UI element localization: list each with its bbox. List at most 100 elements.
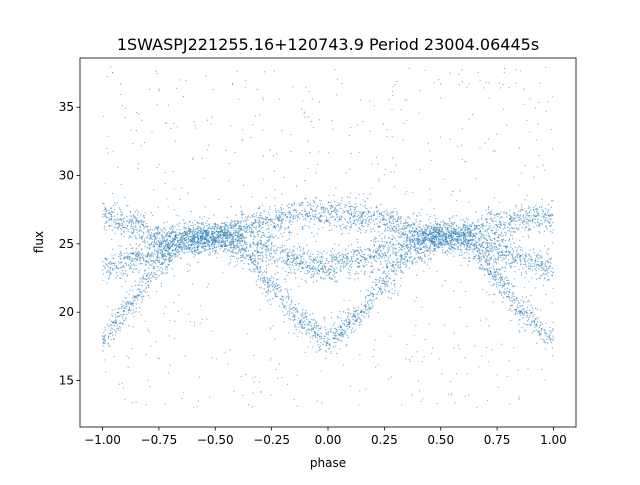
data-point xyxy=(403,248,406,250)
chart-title: 1SWASPJ221255.16+120743.9 Period 23004.0… xyxy=(117,35,539,54)
data-point xyxy=(394,231,396,233)
data-point xyxy=(382,244,384,246)
data-point xyxy=(506,254,508,257)
data-point xyxy=(457,226,460,228)
data-point xyxy=(502,234,505,237)
data-point xyxy=(119,251,122,253)
data-point xyxy=(189,240,191,243)
data-point xyxy=(290,252,293,254)
data-point xyxy=(425,243,427,245)
data-point xyxy=(334,200,336,203)
data-point xyxy=(356,257,359,260)
data-point xyxy=(189,246,192,249)
data-point xyxy=(184,239,187,242)
data-point xyxy=(334,256,336,258)
data-point xyxy=(365,219,367,221)
data-point xyxy=(421,251,423,254)
data-point xyxy=(289,216,292,218)
data-point xyxy=(132,268,135,271)
data-point xyxy=(147,260,149,262)
data-point xyxy=(154,249,156,251)
data-point xyxy=(335,256,338,259)
data-point xyxy=(349,272,351,274)
data-point xyxy=(279,228,281,230)
data-point xyxy=(384,223,386,225)
data-point xyxy=(166,232,168,234)
data-point xyxy=(338,216,340,218)
data-point xyxy=(260,221,262,223)
data-point xyxy=(339,225,341,227)
data-point xyxy=(317,217,319,219)
data-point xyxy=(190,230,192,233)
data-point xyxy=(257,233,259,235)
data-point xyxy=(311,260,313,262)
data-point xyxy=(319,216,321,218)
data-point xyxy=(479,230,481,232)
data-point xyxy=(359,254,362,256)
data-point xyxy=(468,256,470,259)
data-point xyxy=(111,224,113,227)
data-point xyxy=(203,216,206,218)
data-point xyxy=(417,225,419,228)
data-point xyxy=(464,252,466,254)
data-point xyxy=(389,230,391,233)
data-point xyxy=(411,230,413,232)
data-point xyxy=(121,213,124,215)
data-point xyxy=(519,214,521,216)
data-point xyxy=(227,227,229,229)
data-point xyxy=(369,193,371,195)
data-point xyxy=(312,259,315,262)
data-point xyxy=(356,238,358,241)
data-point xyxy=(386,260,388,262)
data-point xyxy=(194,224,197,226)
data-point xyxy=(488,242,490,244)
data-point xyxy=(350,224,352,226)
data-point xyxy=(524,312,526,314)
data-point xyxy=(506,279,508,282)
data-point xyxy=(299,212,301,214)
data-point xyxy=(286,261,288,263)
data-point xyxy=(536,321,539,323)
data-point xyxy=(135,251,137,253)
data-point xyxy=(134,225,137,227)
data-point xyxy=(342,223,344,225)
data-point xyxy=(372,227,375,230)
data-point xyxy=(510,246,512,248)
data-point xyxy=(296,262,299,265)
data-point xyxy=(384,230,386,232)
data-point xyxy=(359,223,361,225)
data-point xyxy=(165,242,167,244)
data-point xyxy=(107,278,110,280)
data-point xyxy=(538,206,541,209)
data-point xyxy=(201,224,203,226)
data-point xyxy=(171,231,173,233)
data-point xyxy=(257,243,259,246)
data-point xyxy=(303,251,305,253)
data-point xyxy=(404,233,407,235)
data-point xyxy=(516,253,518,255)
data-point xyxy=(183,223,186,225)
data-point xyxy=(510,215,512,218)
data-point xyxy=(153,233,155,236)
data-point xyxy=(345,263,348,266)
data-point xyxy=(513,299,516,301)
data-point xyxy=(412,222,414,224)
data-point xyxy=(114,262,116,265)
data-point xyxy=(265,218,267,221)
data-point xyxy=(138,270,140,272)
data-point xyxy=(426,225,428,228)
data-point xyxy=(226,239,229,241)
data-point xyxy=(223,244,225,246)
data-point xyxy=(215,225,217,227)
data-point xyxy=(491,250,493,252)
data-point xyxy=(394,207,396,209)
data-point xyxy=(552,271,554,274)
data-point xyxy=(142,255,145,257)
data-point xyxy=(528,258,530,260)
data-point xyxy=(526,309,528,312)
data-point xyxy=(497,240,499,243)
data-point xyxy=(387,226,389,229)
data-point xyxy=(312,253,314,255)
data-point xyxy=(484,241,486,243)
data-point xyxy=(122,274,124,276)
